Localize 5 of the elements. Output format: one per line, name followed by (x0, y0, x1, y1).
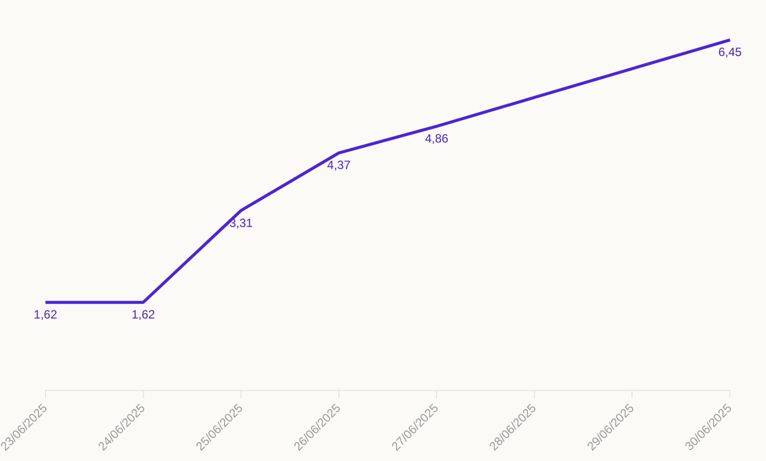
data-label: 4,37 (327, 158, 351, 172)
data-label: 1,62 (132, 308, 156, 322)
data-label: 4,86 (424, 132, 449, 146)
data-label: 1,62 (34, 308, 58, 322)
data-label: 6,45 (718, 45, 742, 60)
